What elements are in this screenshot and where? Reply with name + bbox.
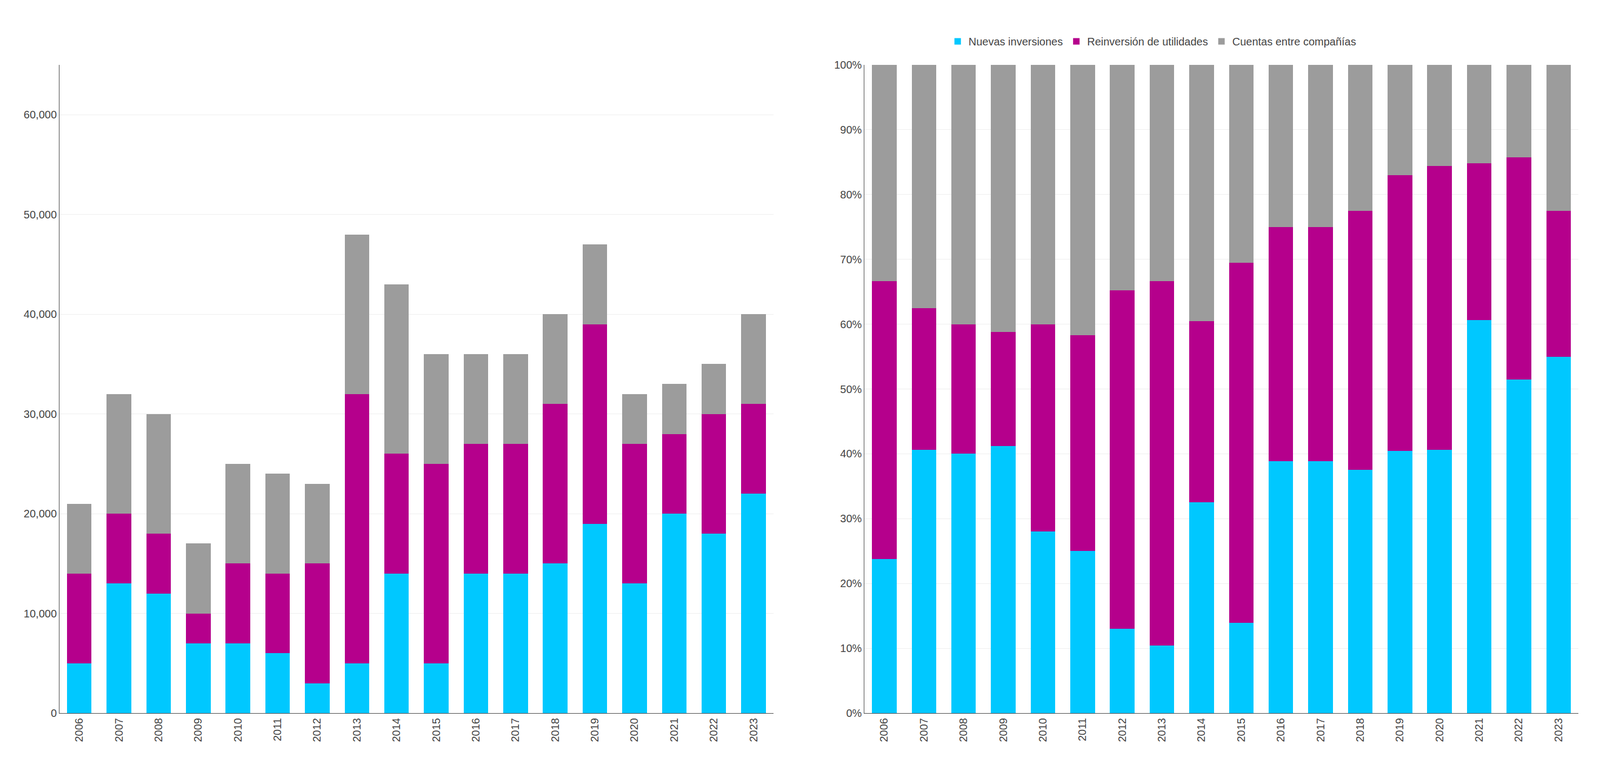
svg-text:2008: 2008 — [957, 717, 970, 743]
svg-text:2011: 2011 — [1076, 717, 1089, 742]
svg-text:70%: 70% — [840, 253, 862, 266]
svg-text:100%: 100% — [834, 58, 862, 71]
svg-text:30%: 30% — [840, 512, 862, 525]
svg-text:2020: 2020 — [628, 717, 640, 743]
svg-text:2014: 2014 — [390, 717, 403, 743]
svg-text:20,000: 20,000 — [23, 507, 57, 520]
svg-text:2017: 2017 — [1314, 717, 1327, 743]
svg-text:2009: 2009 — [191, 717, 204, 743]
svg-text:40%: 40% — [840, 447, 862, 460]
svg-text:2015: 2015 — [430, 717, 443, 743]
svg-text:90%: 90% — [840, 123, 862, 136]
svg-text:2016: 2016 — [1274, 717, 1287, 743]
svg-text:2016: 2016 — [469, 717, 482, 743]
svg-text:80%: 80% — [840, 188, 862, 201]
svg-text:30,000: 30,000 — [23, 408, 57, 420]
svg-text:2022: 2022 — [1512, 717, 1525, 743]
svg-text:2019: 2019 — [588, 717, 601, 743]
svg-text:0%: 0% — [845, 707, 862, 719]
svg-text:40,000: 40,000 — [23, 308, 57, 320]
svg-text:2012: 2012 — [310, 717, 323, 743]
svg-text:2008: 2008 — [152, 717, 165, 743]
svg-text:2020: 2020 — [1433, 717, 1446, 743]
svg-text:10%: 10% — [840, 642, 862, 655]
svg-text:20%: 20% — [840, 577, 862, 590]
svg-text:2007: 2007 — [917, 717, 930, 743]
svg-text:2010: 2010 — [231, 717, 244, 743]
svg-text:2019: 2019 — [1393, 717, 1406, 743]
svg-text:2010: 2010 — [1036, 717, 1049, 743]
svg-text:2009: 2009 — [997, 717, 1010, 743]
svg-text:2013: 2013 — [350, 717, 363, 743]
svg-text:2023: 2023 — [1552, 717, 1565, 743]
svg-text:2006: 2006 — [72, 717, 85, 743]
svg-text:2018: 2018 — [1354, 717, 1366, 743]
svg-text:2014: 2014 — [1195, 717, 1208, 743]
svg-text:60,000: 60,000 — [23, 108, 57, 121]
svg-text:50%: 50% — [840, 383, 862, 396]
svg-text:10,000: 10,000 — [23, 607, 57, 620]
svg-text:Cuentas entre compañías: Cuentas entre compañías — [1232, 35, 1357, 48]
svg-text:2018: 2018 — [549, 717, 562, 743]
svg-text:2006: 2006 — [877, 717, 890, 743]
svg-text:2017: 2017 — [509, 717, 522, 743]
svg-text:2015: 2015 — [1235, 717, 1248, 743]
svg-text:2021: 2021 — [1472, 717, 1485, 743]
svg-text:2011: 2011 — [271, 717, 284, 742]
svg-text:0: 0 — [50, 707, 57, 719]
svg-text:50,000: 50,000 — [23, 208, 57, 221]
svg-text:60%: 60% — [840, 318, 862, 331]
svg-text:2013: 2013 — [1155, 717, 1168, 743]
svg-text:Nuevas inversiones: Nuevas inversiones — [968, 35, 1064, 48]
svg-text:2021: 2021 — [668, 717, 680, 743]
svg-text:2023: 2023 — [747, 717, 760, 743]
svg-text:2007: 2007 — [112, 717, 125, 743]
svg-text:Reinversión de utilidades: Reinversión de utilidades — [1087, 35, 1208, 48]
svg-text:2022: 2022 — [707, 717, 720, 743]
svg-text:2012: 2012 — [1116, 717, 1129, 743]
